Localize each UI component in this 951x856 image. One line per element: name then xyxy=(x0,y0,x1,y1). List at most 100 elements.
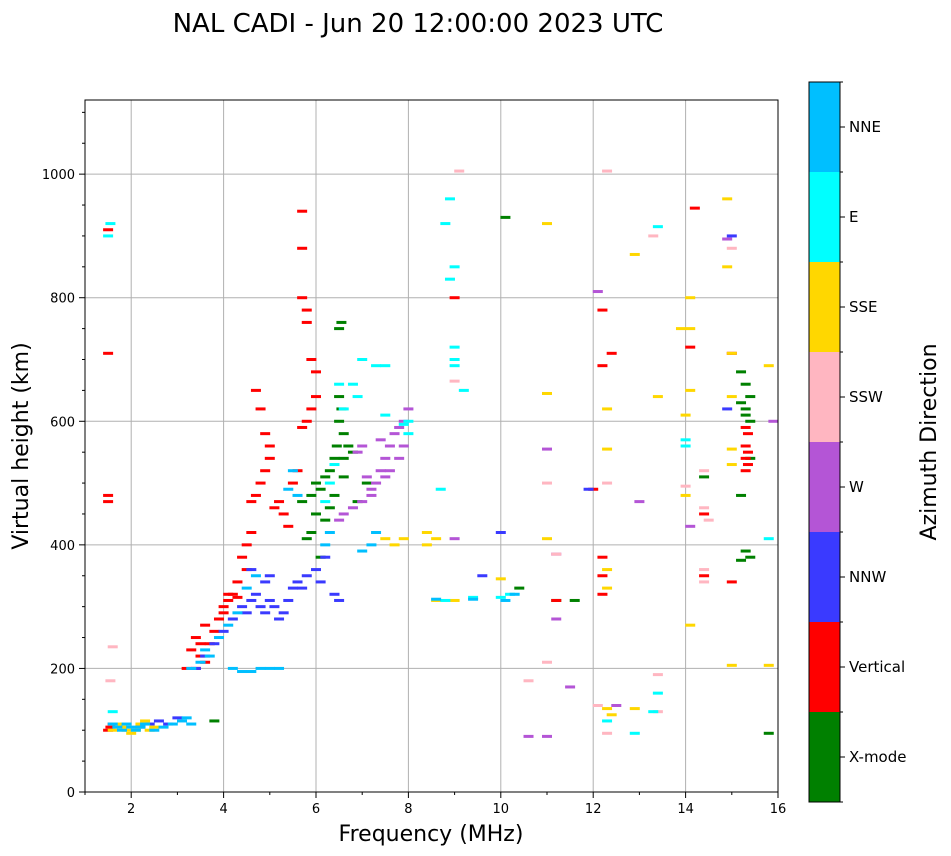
point-nnw xyxy=(315,580,326,584)
point-e xyxy=(329,463,340,467)
point-nnw xyxy=(264,598,275,602)
point-sse xyxy=(107,728,118,732)
point-nne xyxy=(158,725,169,729)
point-vertical xyxy=(103,228,114,232)
point-nnw xyxy=(260,580,271,584)
point-sse xyxy=(726,463,737,467)
point-x-mode xyxy=(740,549,751,553)
point-vertical xyxy=(103,493,114,497)
point-sse xyxy=(726,447,737,451)
point-ssw xyxy=(699,568,710,572)
point-e xyxy=(602,719,613,723)
point-vertical xyxy=(606,351,617,355)
point-nnw xyxy=(320,555,331,559)
point-e xyxy=(495,595,506,599)
point-sse xyxy=(722,265,733,269)
point-w xyxy=(334,518,345,522)
colorbar-swatch-ssw xyxy=(809,352,840,442)
point-nne xyxy=(177,719,188,723)
point-w xyxy=(375,469,386,473)
point-vertical xyxy=(597,592,608,596)
point-x-mode xyxy=(306,493,317,497)
point-nnw xyxy=(246,598,257,602)
point-nne xyxy=(186,666,197,670)
point-vertical xyxy=(186,648,197,652)
colorbar-swatch-vertical xyxy=(809,622,840,712)
point-w xyxy=(361,475,372,479)
point-vertical xyxy=(742,432,753,436)
point-e xyxy=(680,438,691,442)
point-sse xyxy=(449,598,460,602)
point-vertical xyxy=(237,555,248,559)
point-nnw xyxy=(255,605,266,609)
point-nne xyxy=(149,728,160,732)
point-vertical xyxy=(246,500,257,504)
point-w xyxy=(768,419,779,423)
point-nnw xyxy=(218,629,229,633)
point-sse xyxy=(652,395,663,399)
point-vertical xyxy=(274,500,285,504)
point-x-mode xyxy=(297,500,308,504)
point-nnw xyxy=(172,716,183,720)
point-w xyxy=(592,290,603,294)
point-sse xyxy=(421,543,432,547)
point-nne xyxy=(468,597,479,601)
point-nne xyxy=(320,543,331,547)
point-e xyxy=(444,277,455,281)
point-w xyxy=(347,506,358,510)
point-x-mode xyxy=(745,419,756,423)
point-ssw xyxy=(542,481,552,485)
point-nne xyxy=(287,469,298,473)
point-e xyxy=(440,222,451,226)
point-w xyxy=(523,734,534,738)
point-vertical xyxy=(301,320,312,324)
point-vertical xyxy=(742,450,753,454)
point-sse xyxy=(685,623,696,627)
point-w xyxy=(722,237,733,241)
point-vertical xyxy=(740,425,751,429)
point-e xyxy=(380,413,391,417)
point-nne xyxy=(204,654,215,658)
point-x-mode xyxy=(324,469,335,473)
x-tick-label: 12 xyxy=(585,802,602,817)
colorbar-swatch-sse xyxy=(809,262,840,352)
point-w xyxy=(542,734,552,738)
point-nnw xyxy=(269,605,280,609)
point-ssw xyxy=(602,481,613,485)
point-sse xyxy=(726,663,737,667)
point-nne xyxy=(431,597,442,601)
point-w xyxy=(634,500,645,504)
point-ssw xyxy=(105,679,116,683)
point-w xyxy=(384,469,395,473)
point-vertical xyxy=(209,629,220,633)
point-vertical xyxy=(685,345,696,349)
point-e xyxy=(435,487,446,491)
point-vertical xyxy=(301,308,312,312)
point-vertical xyxy=(255,407,266,411)
point-nnw xyxy=(274,617,285,621)
point-x-mode xyxy=(338,475,349,479)
point-nne xyxy=(130,728,141,732)
point-ssw xyxy=(699,469,710,473)
point-x-mode xyxy=(740,407,751,411)
point-e xyxy=(398,422,409,426)
point-x-mode xyxy=(745,395,756,399)
point-nnw xyxy=(237,605,248,609)
point-nne xyxy=(324,531,335,534)
point-vertical xyxy=(269,506,280,510)
point-vertical xyxy=(597,308,608,312)
colorbar-label-nne: NNE xyxy=(849,118,881,136)
point-w xyxy=(366,487,377,491)
y-axis-label: Virtual height (km) xyxy=(9,342,34,549)
point-w xyxy=(449,537,460,541)
point-vertical xyxy=(103,351,114,355)
colorbar-label-nnw: NNW xyxy=(849,568,886,586)
point-sse xyxy=(602,568,613,572)
point-e xyxy=(449,364,460,368)
point-vertical xyxy=(223,598,234,602)
point-sse xyxy=(685,388,696,392)
point-x-mode xyxy=(329,456,340,460)
point-vertical xyxy=(246,531,257,534)
point-e xyxy=(440,598,451,602)
point-sse xyxy=(629,252,640,256)
